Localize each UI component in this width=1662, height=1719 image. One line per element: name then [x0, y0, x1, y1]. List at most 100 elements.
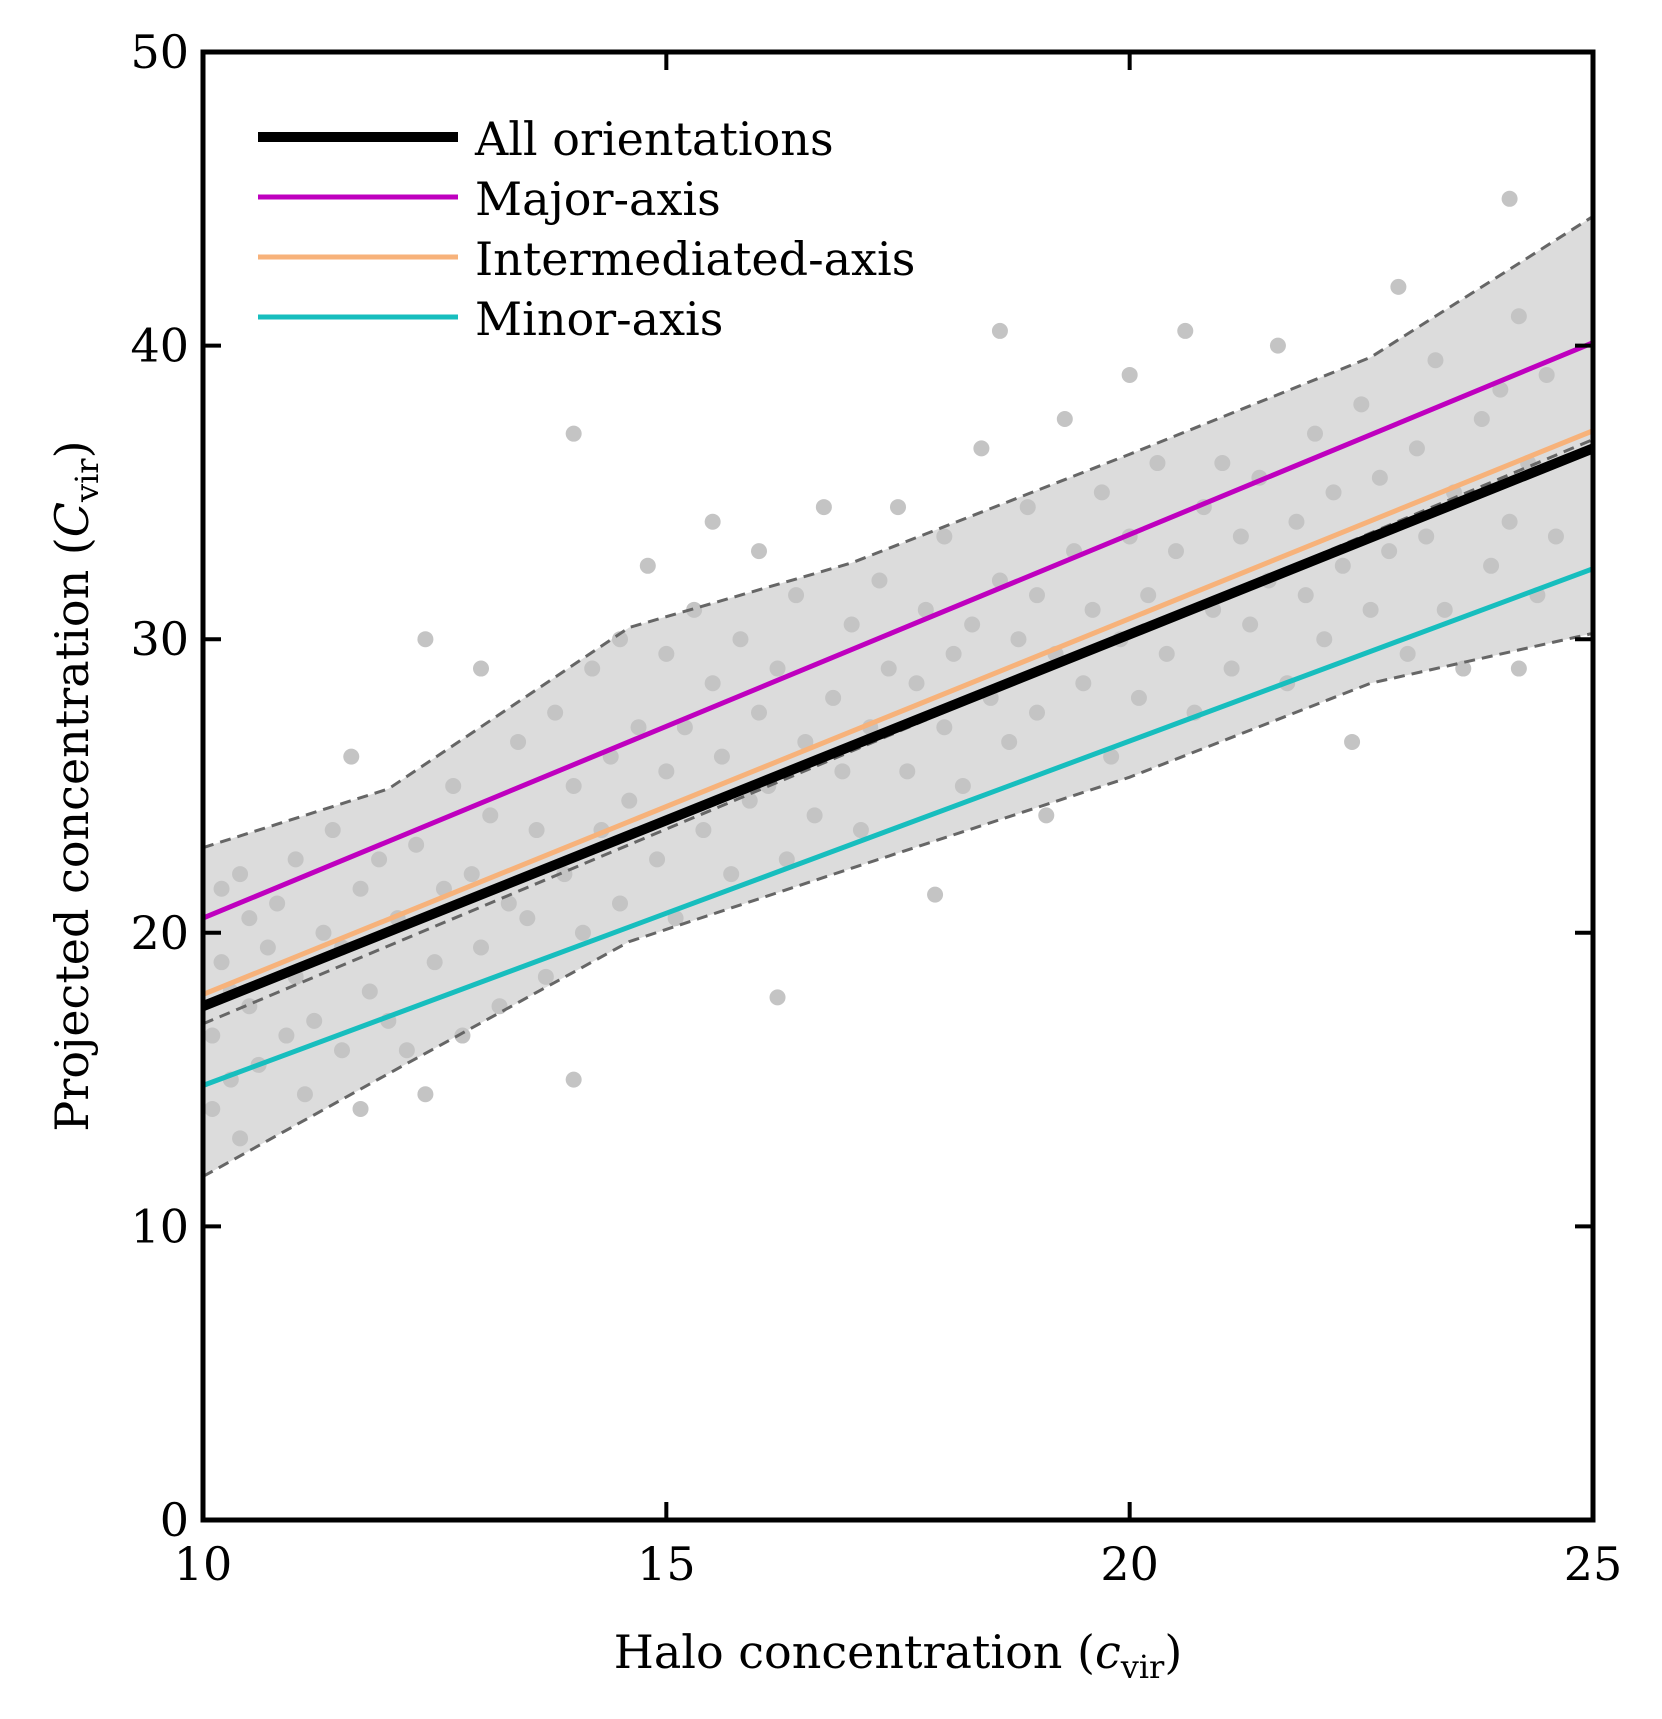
scatter-point-143 — [1334, 557, 1351, 574]
y-tick-label-50: 50 — [130, 25, 189, 79]
scatter-point-160 — [1501, 190, 1518, 207]
scatter-point-151 — [1408, 440, 1425, 457]
scatter-point-107 — [1019, 499, 1036, 516]
scatter-point-44 — [519, 910, 536, 927]
scatter-point-59 — [630, 719, 647, 736]
scatter-point-108 — [1029, 704, 1045, 721]
series-lines — [203, 340, 1593, 1088]
scatter-point-9 — [241, 910, 258, 927]
scatter-point-62 — [658, 763, 675, 780]
scatter-point-49 — [565, 778, 582, 794]
plot-area — [203, 190, 1593, 1178]
scatter-points — [204, 190, 1564, 1147]
scatter-point-124 — [1158, 645, 1175, 662]
scatter-point-122 — [1140, 587, 1157, 604]
scatter-point-50 — [565, 1071, 582, 1088]
scatter-point-131 — [1223, 660, 1240, 677]
scatter-point-32 — [417, 631, 434, 648]
scatter-point-64 — [667, 910, 684, 927]
scatter-point-112 — [1056, 411, 1073, 427]
scatter-point-72 — [732, 631, 749, 648]
series-line-minor-axis — [203, 566, 1593, 1088]
scatter-point-82 — [806, 807, 823, 824]
scatter-point-157 — [1473, 411, 1490, 427]
scatter-point-120 — [1121, 366, 1138, 383]
scatter-point-12 — [269, 895, 286, 912]
legend-label-minor-axis: Minor-axis — [475, 292, 723, 346]
scatter-point-65 — [676, 719, 693, 736]
scatter-point-33 — [426, 954, 443, 971]
scatter-point-75 — [751, 543, 767, 560]
scatter-point-41 — [491, 998, 508, 1015]
band-lower-dashed-line — [203, 631, 1593, 1178]
scatter-point-109 — [1029, 587, 1045, 604]
scatter-point-105 — [1001, 733, 1018, 750]
scatter-point-29 — [398, 1042, 415, 1059]
scatter-point-132 — [1232, 528, 1249, 545]
scatter-point-74 — [751, 704, 767, 721]
scatter-point-115 — [1084, 601, 1101, 618]
scatter-point-42 — [500, 895, 517, 912]
y-tick-label-0: 0 — [160, 1493, 189, 1547]
scatter-point-126 — [1177, 322, 1194, 339]
scatter-point-36 — [454, 1027, 471, 1044]
scatter-point-70 — [713, 748, 730, 765]
scatter-point-51 — [565, 425, 582, 442]
scatter-point-148 — [1381, 543, 1398, 560]
scatter-point-156 — [1455, 660, 1472, 677]
scatter-point-146 — [1362, 601, 1379, 618]
scatter-point-2 — [213, 954, 230, 971]
scatter-point-30 — [408, 836, 425, 853]
scatter-point-84 — [825, 689, 842, 706]
scatter-point-73 — [741, 792, 758, 809]
scatter-point-136 — [1269, 337, 1286, 354]
scatter-point-159 — [1492, 381, 1509, 398]
x-axis-label: Halo concentration (cvir) — [614, 1625, 1183, 1686]
scatter-point-133 — [1242, 616, 1259, 633]
scatter-point-91 — [890, 499, 906, 516]
scatter-point-26 — [371, 851, 388, 868]
scatter-point-63 — [658, 645, 675, 662]
scatter-point-116 — [1093, 484, 1110, 501]
scatter-point-114 — [1075, 675, 1092, 692]
scatter-point-66 — [686, 601, 703, 618]
scatter-point-79 — [778, 851, 795, 868]
scatter-point-89 — [871, 572, 888, 589]
scatter-point-46 — [537, 968, 554, 985]
scatter-point-60 — [639, 557, 656, 574]
scatter-point-92 — [899, 763, 916, 780]
scatter-point-58 — [621, 792, 638, 809]
scatter-point-80 — [788, 587, 805, 604]
legend-label-major-axis: Major-axis — [475, 172, 721, 226]
scatter-point-140 — [1307, 425, 1323, 442]
scatter-point-121 — [1130, 689, 1147, 706]
scatter-point-18 — [315, 924, 332, 941]
scatter-point-69 — [704, 513, 721, 530]
scatter-point-11 — [259, 939, 276, 956]
series-line-major-axis — [203, 340, 1593, 921]
confidence-band — [203, 216, 1593, 1177]
scatter-point-13 — [278, 1027, 295, 1044]
x-tick-label-15: 15 — [637, 1537, 696, 1591]
legend-label-all-orientations: All orientations — [474, 112, 834, 166]
scatter-point-35 — [445, 778, 462, 794]
scatter-point-43 — [510, 733, 527, 750]
y-tick-label-20: 20 — [130, 906, 189, 960]
x-tick-label-20: 20 — [1100, 1537, 1159, 1591]
scatter-point-158 — [1483, 557, 1500, 574]
scatter-point-47 — [547, 704, 564, 721]
series-line-intermediated-axis — [203, 428, 1593, 997]
scatter-point-154 — [1436, 601, 1453, 618]
series-line-all-orientations — [203, 443, 1593, 1011]
scatter-point-7 — [232, 1130, 249, 1147]
scatter-point-150 — [1399, 645, 1416, 662]
scatter-point-106 — [1010, 631, 1027, 648]
scatter-point-162 — [1510, 660, 1527, 677]
scatter-point-25 — [361, 983, 378, 1000]
scatter-point-71 — [723, 866, 740, 883]
scatter-point-166 — [1538, 366, 1555, 383]
scatter-point-161 — [1501, 513, 1518, 530]
scatter-point-52 — [574, 924, 591, 941]
